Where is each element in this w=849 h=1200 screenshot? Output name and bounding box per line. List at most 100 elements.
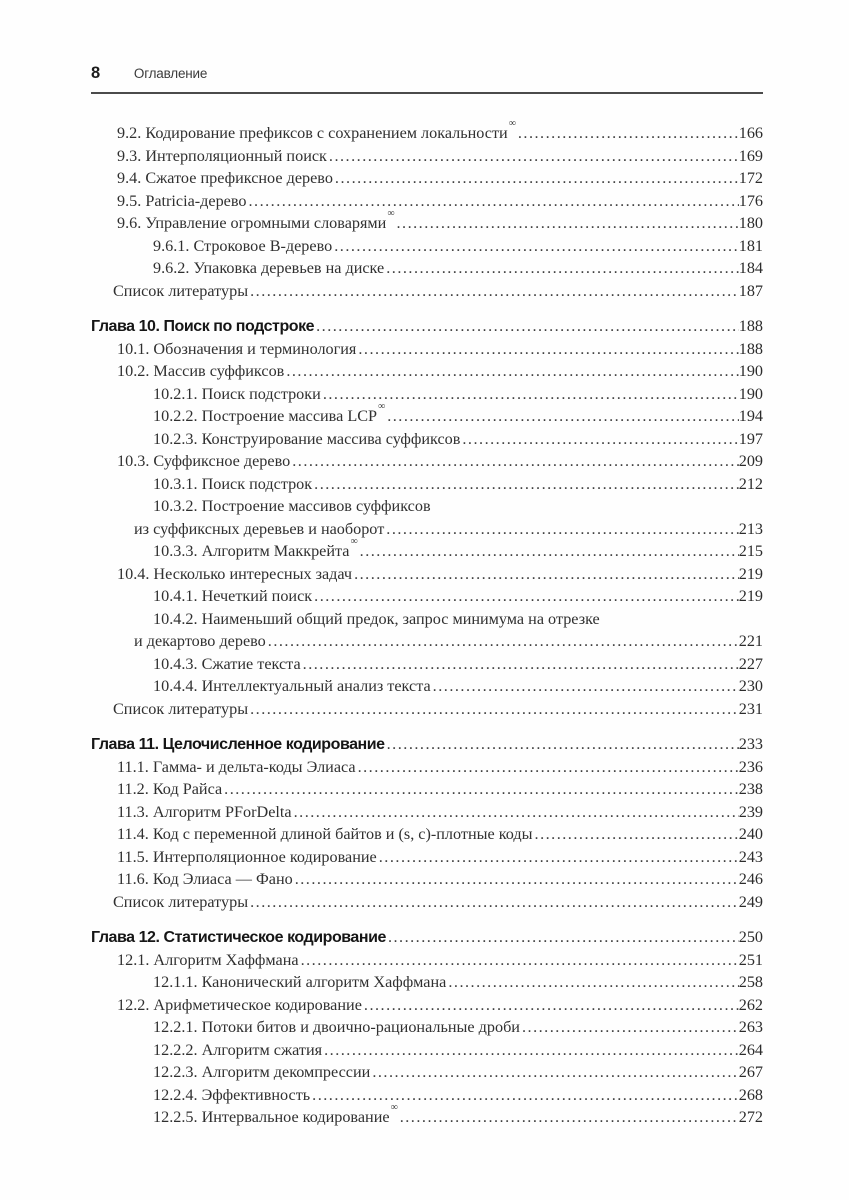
toc-entry-title: Список литературы bbox=[113, 281, 249, 300]
toc-entry: 10.4.2. Наименьший общий предок, запрос … bbox=[91, 608, 763, 631]
toc-entry-title: 12.2.4. Эффективность bbox=[153, 1085, 311, 1104]
toc-entry: 9.6. Управление огромными словарями∞ 180 bbox=[91, 209, 763, 235]
toc-entry: 10.2.1. Поиск подстроки 190 bbox=[91, 383, 763, 406]
toc-entry-title: 12.2.3. Алгоритм декомпрессии bbox=[153, 1063, 371, 1081]
toc-entry: 12.2. Арифметическое кодирование 262 bbox=[91, 994, 763, 1017]
toc-entry-page: 215 bbox=[738, 542, 763, 560]
toc-entry-page: 176 bbox=[738, 191, 763, 210]
dot-leader bbox=[358, 540, 739, 563]
toc-entry-page: 187 bbox=[738, 281, 763, 300]
dot-leader bbox=[362, 994, 739, 1017]
toc-entry-page: 264 bbox=[738, 1040, 763, 1059]
advanced-section-mark: ∞ bbox=[378, 401, 386, 413]
dot-leader bbox=[299, 949, 739, 972]
dot-leader bbox=[384, 518, 738, 541]
toc-entry-page: 250 bbox=[738, 928, 763, 946]
toc-entry-page: 239 bbox=[738, 802, 763, 821]
toc-entry: 12.2.3. Алгоритм декомпрессии 267 bbox=[91, 1061, 763, 1084]
toc-entry-page: 246 bbox=[738, 870, 763, 888]
toc-entry-title: 10.4.2. Наименьший общий предок, запрос … bbox=[153, 609, 600, 628]
dot-leader bbox=[356, 338, 738, 361]
toc-entry-page: 227 bbox=[738, 654, 763, 673]
toc-entry-title: 12.2.2. Алгоритм сжатия bbox=[153, 1040, 323, 1059]
dot-leader bbox=[248, 891, 739, 914]
toc-entry-title: 10.2.3. Конструирование массива суффиксо… bbox=[153, 429, 461, 448]
dot-leader bbox=[310, 1084, 739, 1107]
toc-entry-page: 240 bbox=[738, 825, 763, 843]
toc-entry: 9.2. Кодирование префиксов с сохранением… bbox=[91, 118, 763, 145]
toc-entry-title: 11.5. Интерполяционное кодирование bbox=[117, 847, 377, 866]
toc-entry-title: 10.2.2. Построение массива LCP∞ bbox=[153, 401, 386, 425]
dot-leader bbox=[377, 846, 739, 869]
toc-entry: 9.5. Patricia-дерево 176 bbox=[91, 190, 763, 213]
toc-entry-page: 251 bbox=[738, 950, 763, 969]
toc-entry-title: 12.1. Алгоритм Хаффмана bbox=[117, 950, 299, 969]
toc-chapter-entry: Глава 11. Целочисленное кодирование 233 bbox=[91, 733, 763, 756]
toc-entry-page: 190 bbox=[738, 362, 763, 380]
toc-entry-title: 12.2. Арифметическое кодирование bbox=[117, 995, 362, 1014]
toc-entry: и декартово дерево 221 bbox=[91, 630, 763, 653]
toc-chapter-entry: Глава 10. Поиск по подстроке 188 bbox=[91, 315, 763, 338]
toc-entry-page: 258 bbox=[738, 973, 763, 991]
dot-leader bbox=[312, 473, 739, 496]
toc-chapter-entry: Глава 12. Статистическое кодирование 250 bbox=[91, 926, 763, 949]
toc-entry-title: 10.3.2. Построение массивов суффиксов bbox=[153, 497, 431, 515]
toc-entry-page: 188 bbox=[738, 339, 763, 358]
dot-leader bbox=[398, 1106, 739, 1129]
toc-entry: 10.3.2. Построение массивов суффиксов bbox=[91, 495, 763, 518]
toc-entry: 9.6.2. Упаковка деревьев на диске 184 bbox=[91, 257, 763, 280]
dot-leader bbox=[266, 630, 739, 653]
toc-entry-title: 10.3.1. Поиск подстрок bbox=[153, 474, 313, 493]
toc-entry-page: 166 bbox=[738, 124, 763, 142]
toc-entry: 11.5. Интерполяционное кодирование 243 bbox=[91, 846, 763, 869]
toc-entry-page: 184 bbox=[738, 259, 763, 277]
dot-leader bbox=[446, 971, 738, 994]
advanced-section-mark: ∞ bbox=[390, 1102, 398, 1114]
toc-entry-title: Список литературы bbox=[113, 699, 249, 718]
toc-entry-page: 267 bbox=[738, 1063, 763, 1081]
toc-entry-title: и декартово дерево bbox=[134, 632, 266, 650]
toc-entry-page: 230 bbox=[738, 677, 763, 695]
toc-entry: 10.3.1. Поиск подстрок 212 bbox=[91, 473, 763, 496]
toc-entry-title: 10.2. Массив суффиксов bbox=[117, 362, 285, 380]
dot-leader bbox=[322, 1039, 739, 1062]
toc-entry-title: 10.4. Несколько интересных задач bbox=[117, 564, 353, 583]
toc-entry-title: 9.6.1. Строковое B-дерево bbox=[153, 236, 333, 255]
toc-entry: 12.2.5. Интервальное кодирование∞ 272 bbox=[91, 1102, 763, 1129]
toc-entry: Список литературы 187 bbox=[91, 280, 763, 303]
toc-entry-title: 11.6. Код Элиаса — Фано bbox=[117, 870, 293, 888]
advanced-section-mark: ∞ bbox=[387, 208, 395, 220]
toc-entry-page: 188 bbox=[738, 317, 763, 335]
toc-entry-title: 12.2.1. Потоки битов и двоично-рациональ… bbox=[153, 1018, 520, 1036]
dot-leader bbox=[290, 450, 739, 473]
toc-entry-page: 219 bbox=[738, 587, 763, 605]
toc-entry-title: 10.1. Обозначения и терминология bbox=[117, 339, 357, 358]
toc-entry-title: Список литературы bbox=[113, 892, 249, 911]
toc-entry: 11.1. Гамма- и дельта-коды Элиаса 236 bbox=[91, 756, 763, 779]
toc-entry-title: 10.4.3. Сжатие текста bbox=[153, 654, 301, 673]
toc-entry-page: 221 bbox=[738, 632, 763, 650]
dot-leader bbox=[327, 145, 739, 168]
toc-entry-title: Глава 11. Целочисленное кодирование bbox=[91, 736, 385, 753]
toc-entry: Список литературы 249 bbox=[91, 891, 763, 914]
toc-entry-title: 11.1. Гамма- и дельта-коды Элиаса bbox=[117, 757, 356, 776]
dot-leader bbox=[248, 280, 739, 303]
dot-leader bbox=[352, 563, 739, 586]
advanced-section-mark: ∞ bbox=[350, 536, 358, 548]
toc-entry-title: 12.2.5. Интервальное кодирование∞ bbox=[153, 1102, 398, 1126]
toc-entry-title: 9.6.2. Упаковка деревьев на диске bbox=[153, 259, 385, 277]
toc-entry: 12.1.1. Канонический алгоритм Хаффмана 25… bbox=[91, 971, 763, 994]
toc-entry-page: 219 bbox=[738, 564, 763, 583]
dot-leader bbox=[248, 698, 739, 721]
toc-entry: 10.4.3. Сжатие текста 227 bbox=[91, 653, 763, 676]
toc-entry-page: 249 bbox=[738, 892, 763, 911]
toc-entry-title: 9.4. Сжатое префиксное дерево bbox=[117, 169, 333, 187]
toc-entry-page: 243 bbox=[738, 847, 763, 866]
toc-entry-page: 233 bbox=[738, 735, 763, 753]
toc-entry-title: 9.2. Кодирование префиксов с сохранением… bbox=[117, 118, 516, 142]
toc-entry-title: из суффиксных деревьев и наоборот bbox=[134, 519, 385, 538]
toc-entry-page: 172 bbox=[738, 169, 763, 187]
toc-entry: 10.3. Суффиксное дерево 209 bbox=[91, 450, 763, 473]
dot-leader bbox=[301, 653, 739, 676]
dot-leader bbox=[516, 122, 739, 145]
